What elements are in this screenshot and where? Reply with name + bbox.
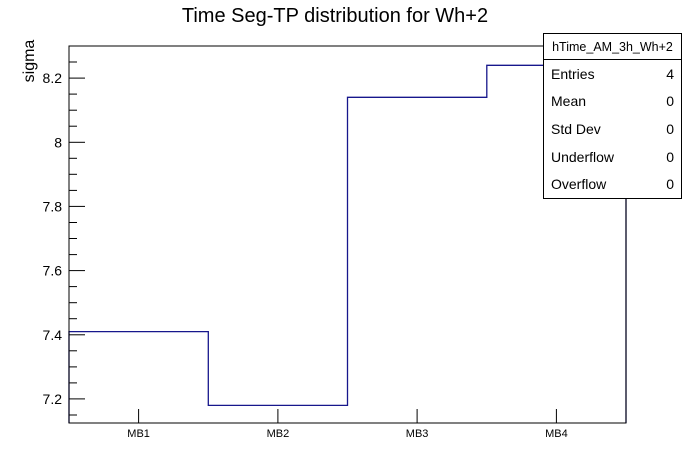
plot-frame xyxy=(68,45,627,424)
y-tick-label: 7.4 xyxy=(43,327,63,343)
stats-row-entries: Entries 4 xyxy=(544,60,681,88)
stats-box-title: hTime_AM_3h_Wh+2 xyxy=(544,34,681,60)
x-category-label: MB3 xyxy=(406,428,429,440)
x-category-label: MB4 xyxy=(545,428,568,440)
y-tick-label: 7.2 xyxy=(43,391,63,407)
stat-value: 0 xyxy=(666,148,674,165)
y-tick-label: 8 xyxy=(54,134,62,150)
stats-row-mean: Mean 0 xyxy=(544,88,681,116)
stat-label: Overflow xyxy=(551,176,607,193)
y-tick-label: 7.6 xyxy=(43,263,63,279)
stat-label: Mean xyxy=(551,93,587,110)
stat-label: Entries xyxy=(551,65,595,82)
stat-value: 0 xyxy=(666,120,674,137)
stat-value: 4 xyxy=(666,65,674,82)
stat-label: Underflow xyxy=(551,148,615,165)
x-category-label: MB2 xyxy=(267,428,290,440)
y-tick-label: 8.2 xyxy=(43,70,63,86)
stats-box: hTime_AM_3h_Wh+2 Entries 4 Mean 0 Std De… xyxy=(543,33,682,199)
stat-label: Std Dev xyxy=(551,120,601,137)
chart-title: Time Seg-TP distribution for Wh+2 xyxy=(181,5,489,27)
y-tick-label: 7.8 xyxy=(43,198,63,214)
stat-value: 0 xyxy=(666,176,674,193)
stats-row-overflow: Overflow 0 xyxy=(544,170,681,198)
stat-value: 0 xyxy=(666,93,674,110)
stats-row-underflow: Underflow 0 xyxy=(544,143,681,171)
stats-row-stddev: Std Dev 0 xyxy=(544,115,681,143)
x-category-label: MB1 xyxy=(127,428,150,440)
